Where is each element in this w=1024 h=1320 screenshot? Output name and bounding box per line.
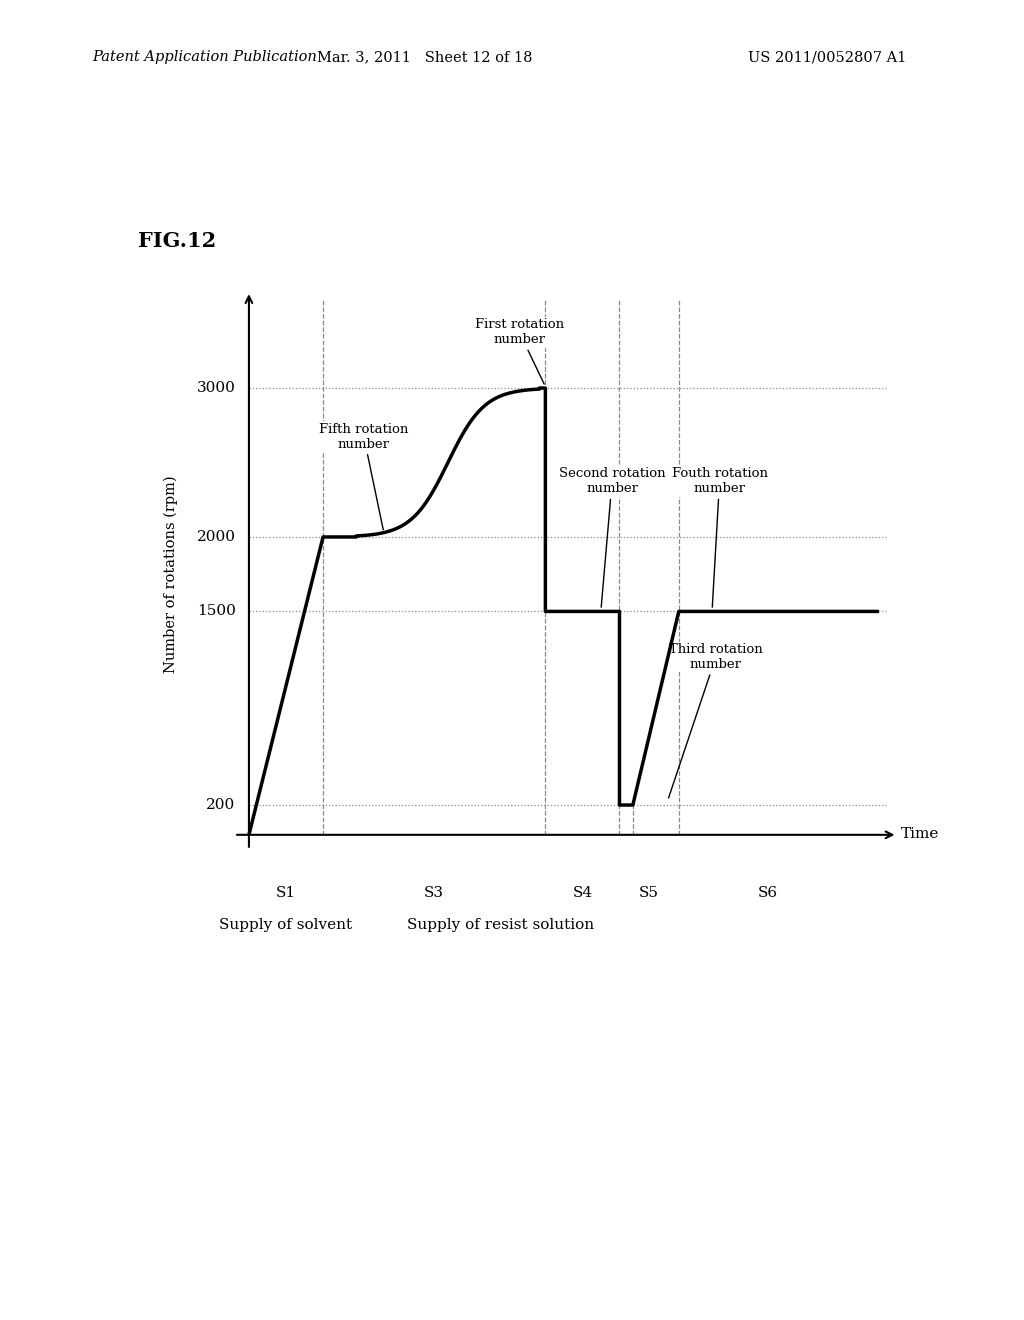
Text: 1500: 1500: [197, 605, 236, 619]
Text: 200: 200: [207, 799, 236, 812]
Text: FIG.12: FIG.12: [138, 231, 216, 251]
Text: 3000: 3000: [197, 381, 236, 395]
Text: S5: S5: [639, 886, 659, 900]
Text: Patent Application Publication: Patent Application Publication: [92, 50, 316, 65]
Text: US 2011/0052807 A1: US 2011/0052807 A1: [748, 50, 906, 65]
Text: S6: S6: [758, 886, 778, 900]
Text: Supply of solvent: Supply of solvent: [219, 919, 352, 932]
Text: Mar. 3, 2011   Sheet 12 of 18: Mar. 3, 2011 Sheet 12 of 18: [317, 50, 532, 65]
Text: Second rotation
number: Second rotation number: [559, 467, 666, 607]
Text: Third rotation
number: Third rotation number: [669, 643, 763, 797]
Text: S4: S4: [572, 886, 593, 900]
Text: Number of rotations (rpm): Number of rotations (rpm): [164, 475, 178, 673]
Text: First rotation
number: First rotation number: [475, 318, 564, 384]
Text: S1: S1: [275, 886, 296, 900]
Text: S3: S3: [424, 886, 444, 900]
Text: Time: Time: [901, 828, 939, 841]
Text: 2000: 2000: [197, 529, 236, 544]
Text: Supply of resist solution: Supply of resist solution: [408, 919, 595, 932]
Text: Fifth rotation
number: Fifth rotation number: [319, 422, 409, 529]
Text: Fouth rotation
number: Fouth rotation number: [672, 467, 768, 607]
